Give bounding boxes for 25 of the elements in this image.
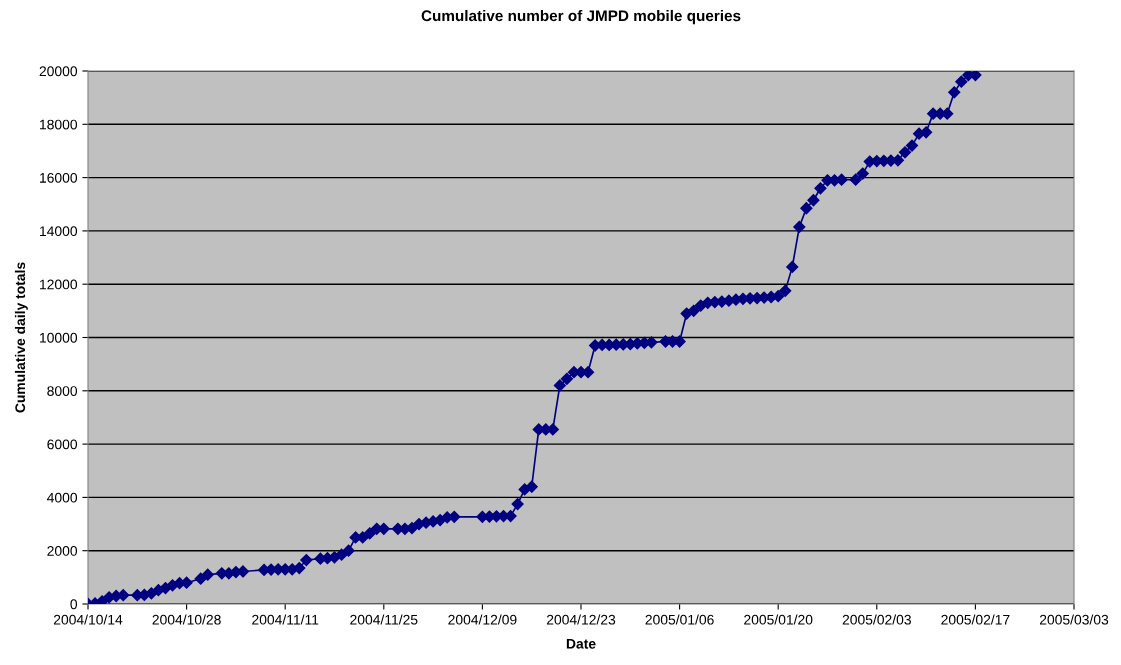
y-tick-label: 6000 — [47, 439, 78, 450]
x-tick-label: 2004/12/09 — [448, 614, 517, 625]
x-tick-label: 2004/11/11 — [252, 614, 319, 625]
y-tick-label: 18000 — [40, 119, 78, 130]
x-tick-label: 2005/01/20 — [744, 614, 813, 625]
x-tick-label: 2004/10/28 — [152, 614, 221, 625]
y-tick-label: 12000 — [40, 279, 78, 290]
y-tick-label: 14000 — [40, 226, 78, 237]
y-axis-title: Cumulative daily totals — [14, 262, 28, 413]
y-tick-label: 16000 — [40, 172, 78, 183]
y-tick-label: 10000 — [40, 332, 78, 343]
x-tick-label: 2004/10/14 — [53, 614, 123, 625]
x-tick-label: 2005/01/06 — [645, 614, 714, 625]
x-tick-label: 2005/02/03 — [842, 614, 911, 625]
y-tick-label: 8000 — [47, 386, 78, 396]
chart-title: Cumulative number of JMPD mobile queries — [421, 9, 741, 25]
y-tick-label: 20000 — [39, 66, 78, 77]
x-tick-label: 2004/12/23 — [546, 614, 616, 625]
y-tick-label: 2000 — [47, 546, 78, 556]
x-tick-label: 2005/02/17 — [941, 614, 1010, 625]
x-tick-label: 2004/11/25 — [350, 614, 418, 625]
x-tick-label: 2005/03/03 — [1039, 614, 1109, 625]
y-tick-label: 4000 — [47, 492, 78, 503]
x-axis-title: Date — [566, 638, 596, 649]
y-tick-label: 0 — [70, 599, 78, 610]
